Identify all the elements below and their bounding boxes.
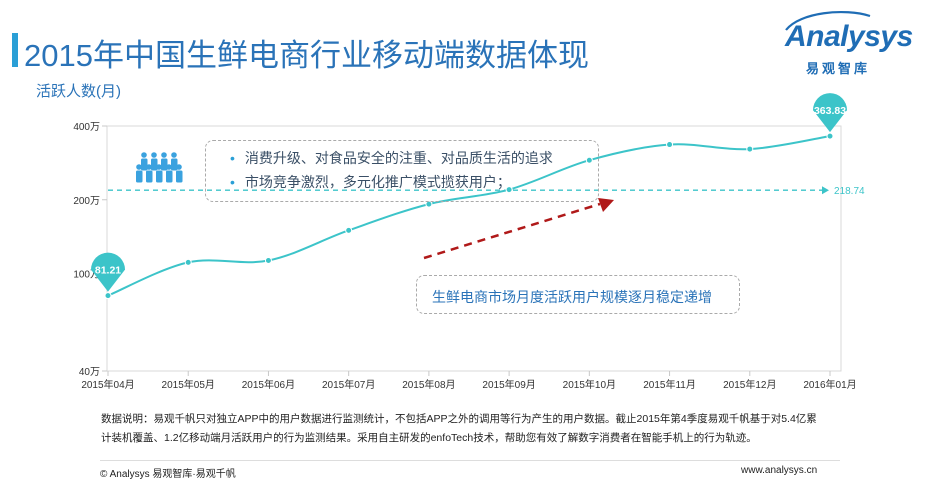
x-tick-label: 2015年10月 (563, 378, 616, 391)
footer-copyright: © Analysys 易观智库·易观千帆 (100, 469, 236, 480)
trend-callout-box (416, 275, 740, 314)
x-tick-label: 2015年06月 (242, 378, 295, 391)
value-pin (813, 93, 847, 133)
insight-callout-box (205, 140, 599, 202)
people-group-icon (161, 152, 167, 158)
x-tick-label: 2015年08月 (402, 378, 455, 391)
average-line-arrow (822, 186, 829, 195)
page-title: 2015年中国生鲜电商行业移动端数据体现 (24, 38, 589, 73)
people-group-icon (151, 158, 158, 171)
title-accent-bar (12, 33, 18, 67)
y-tick-label: 100万 (73, 270, 100, 281)
y-tick-label: 200万 (73, 196, 100, 207)
people-group-icon (171, 152, 177, 158)
trend-callout-text: 生鲜电商市场月度活跃用户规模逐月稳定递增 (432, 289, 712, 305)
people-group-icon (156, 164, 162, 170)
series-line (107, 135, 831, 297)
data-notes: 数据说明：易观千帆只对独立APP中的用户数据进行监测统计，不包括APP之外的调用… (101, 410, 871, 448)
x-tick-label: 2015年05月 (162, 378, 215, 391)
data-point (264, 257, 272, 265)
data-note-line: 数据说明：易观千帆只对独立APP中的用户数据进行监测统计，不包括APP之外的调用… (101, 413, 817, 425)
people-group-icon (171, 158, 178, 171)
bullet-item: 消费升级、对食品安全的注重、对品质生活的追求 (230, 146, 553, 170)
people-group-icon (136, 164, 142, 170)
people-group-icon (141, 158, 148, 171)
data-point (746, 145, 754, 153)
people-group-icon (166, 164, 172, 170)
footer-website[interactable]: www.analysys.cn (741, 465, 818, 476)
bullet-item: 市场竞争激烈，多元化推广模式揽获用户； (230, 170, 553, 194)
value-pin-label: 81.21 (95, 265, 121, 277)
trend-arrow-head (598, 198, 614, 212)
logo-subtitle: 易观智库 (806, 61, 871, 76)
data-point (585, 156, 593, 164)
insight-bullets: 消费升级、对食品安全的注重、对品质生活的追求 市场竞争激烈，多元化推广模式揽获用… (230, 146, 553, 194)
people-group-icon (176, 170, 183, 183)
value-pin (91, 252, 125, 292)
data-point (345, 226, 353, 234)
people-group-icon (146, 170, 153, 183)
logo-text: Analysys (785, 20, 913, 53)
x-tick-label: 2015年11月 (643, 378, 696, 391)
people-group-icon (161, 158, 168, 171)
logo-swoosh-icon (785, 10, 871, 31)
x-tick-label: 2015年07月 (322, 378, 375, 391)
x-tick-label: 2015年09月 (482, 378, 535, 391)
value-pin-label: 363.83 (814, 105, 846, 117)
data-point (184, 258, 192, 266)
data-point (666, 141, 674, 149)
people-group-icon (141, 152, 147, 158)
footer-divider (100, 460, 840, 461)
people-group-icon (151, 152, 157, 158)
y-tick-label: 400万 (73, 122, 100, 133)
data-point (104, 292, 112, 300)
data-note-line: 计装机覆盖、1.2亿移动端月活跃用户的行为监测结果。采用自主研发的enfoTec… (101, 432, 757, 444)
y-tick-label: 40万 (79, 367, 100, 378)
people-group-icon (156, 170, 163, 183)
average-line-label: 218.74 (834, 186, 865, 197)
people-group-icon (146, 164, 152, 170)
x-tick-label: 2016年01月 (803, 378, 856, 391)
people-group-icon (176, 164, 182, 170)
people-group-icon (136, 170, 143, 183)
data-point (826, 132, 834, 140)
x-tick-label: 2015年04月 (81, 378, 134, 391)
y-axis-label: 活跃人数(月) (36, 83, 121, 100)
x-tick-label: 2015年12月 (723, 378, 776, 391)
trend-arrow-shaft (423, 202, 601, 260)
people-group-icon (166, 170, 173, 183)
